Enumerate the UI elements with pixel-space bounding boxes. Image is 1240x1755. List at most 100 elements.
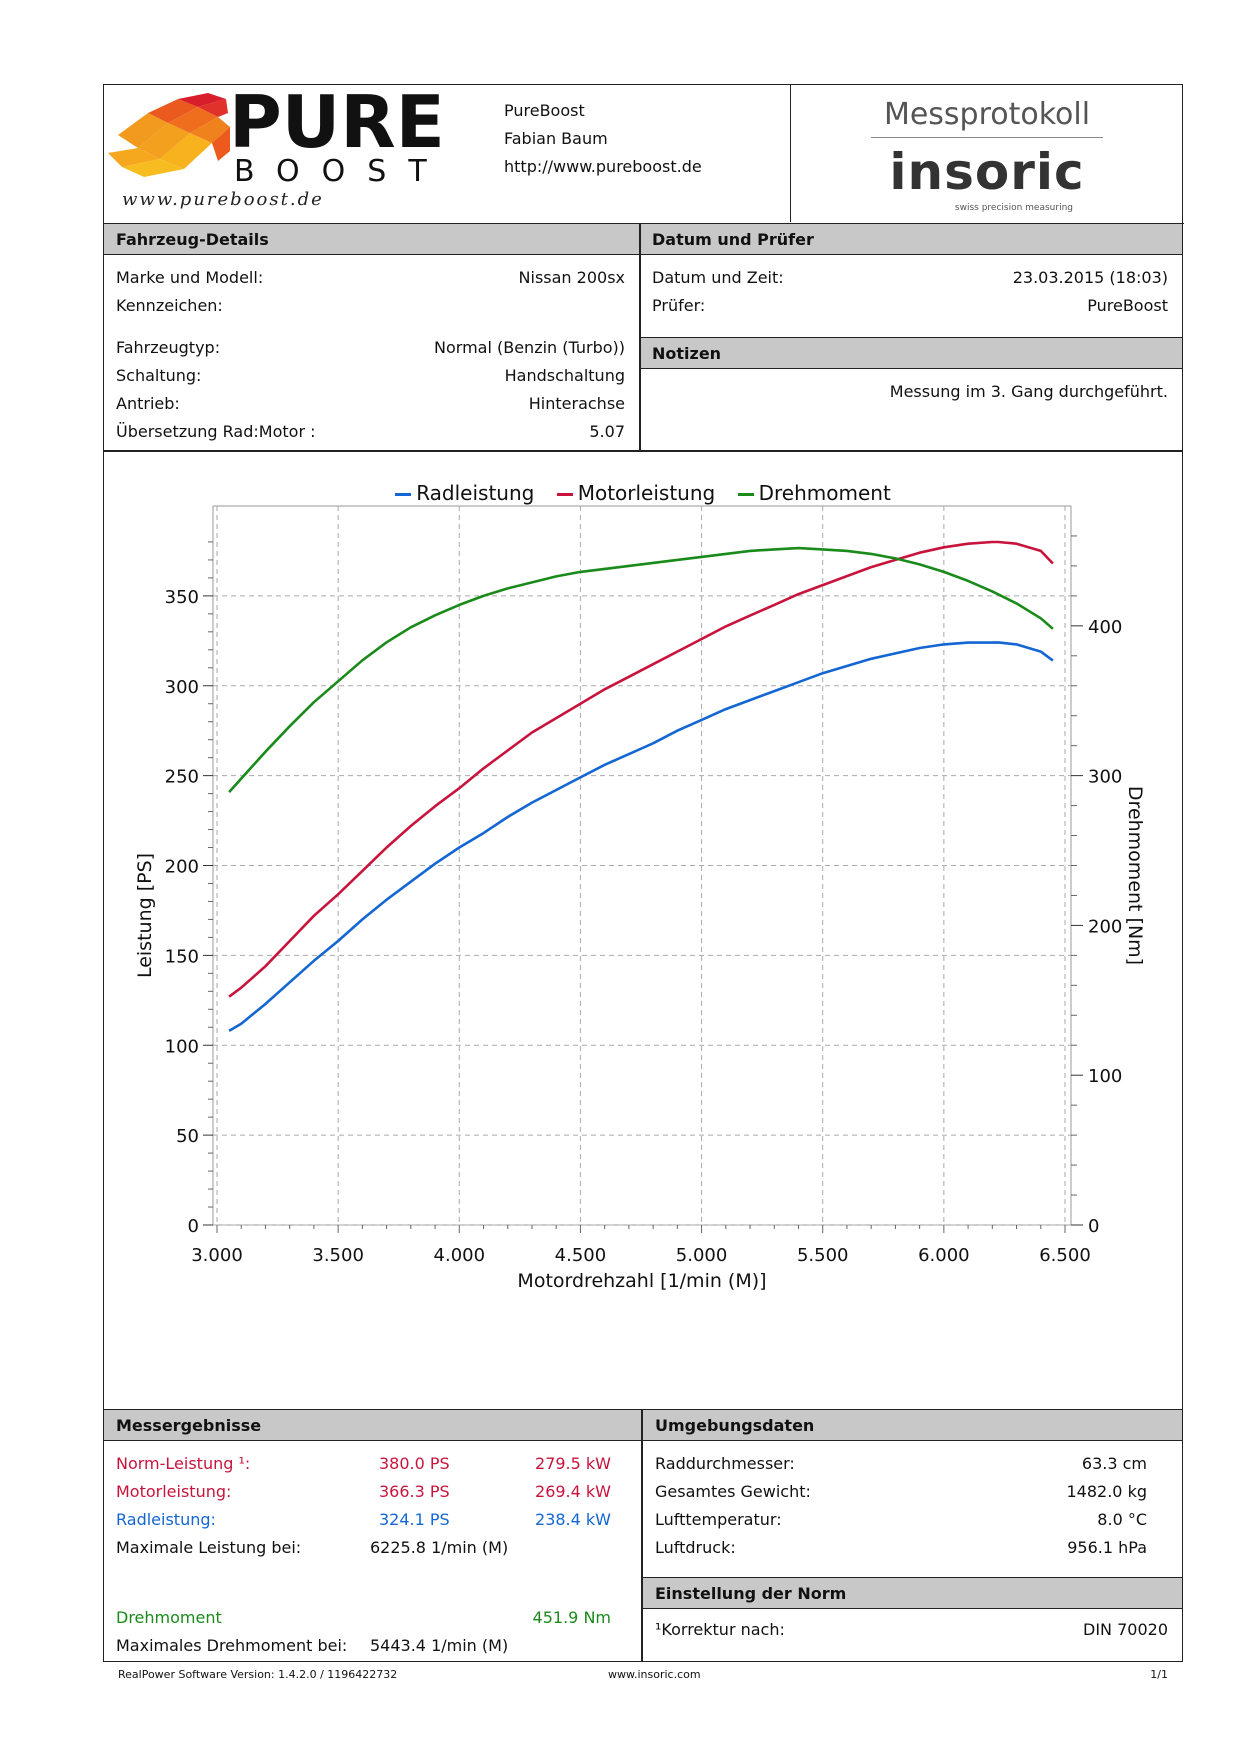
footer-site[interactable]: www.insoric.com [608,1668,701,1681]
series-line-torque [228,546,1054,793]
legend-item-torque: Drehmoment [737,481,891,505]
divider-vertical-top [639,224,641,451]
vehicle-row-model: Marke und Modell: Nissan 200sx [104,264,639,292]
x-tick-label: 4.500 [555,1245,607,1266]
result-kw: 269.4 kW [535,1482,611,1501]
env-label: Lufttemperatur: [655,1510,782,1529]
logo-brand-bottom: BOOST [234,154,449,189]
x-tick-label: 4.000 [434,1245,486,1266]
series-line-motor [228,540,1054,998]
environment-title: Umgebungsdaten [643,1410,1182,1441]
y2-tick-label: 300 [1088,767,1122,788]
divider-chart-top [104,450,1182,452]
protocol-title: Messprotokoll [883,97,1091,132]
legend-swatch-motor [556,493,573,496]
vehicle-value: Normal (Benzin (Turbo)) [434,338,625,357]
divider-vertical-bottom [641,1410,643,1662]
tester-label: Prüfer: [652,296,706,315]
vehicle-row-gearbox: Schaltung: Handschaltung [104,362,639,390]
vehicle-label: Schaltung: [116,366,202,385]
insoric-logo: insoric [791,143,1183,201]
legend-swatch-torque [737,493,754,496]
result-value: 5443.4 1/min (M) [370,1636,509,1655]
vehicle-label: Marke und Modell: [116,268,264,287]
company-url[interactable]: http://www.pureboost.de [504,157,702,176]
x-tick-label: 3.500 [312,1245,364,1266]
insoric-tagline: swiss precision measuring [954,203,1073,213]
result-kw: 279.5 kW [535,1454,611,1473]
vehicle-label: Fahrzeugtyp: [116,338,221,357]
norm-setting-label: ¹Korrektur nach: [655,1620,785,1639]
result-row-norm: Norm-Leistung ¹: 380.0 PS 279.5 kW [104,1450,641,1478]
y-tick-label: 250 [165,767,199,788]
y-tick-label: 200 [165,857,199,878]
env-value: 956.1 hPa [1067,1538,1147,1557]
y-tick-label: 50 [176,1126,199,1147]
logo-brand-top: PURE [229,85,445,164]
vehicle-details: Fahrzeug-Details Marke und Modell: Nissa… [104,224,639,451]
vehicle-row-type: Fahrzeugtyp: Normal (Benzin (Turbo)) [104,334,639,362]
result-row-torque: Drehmoment 451.9 Nm [104,1604,641,1632]
x-axis-label: Motordrehzahl [1/min (M)] [517,1270,766,1292]
date-tester-title: Datum und Prüfer [640,224,1182,255]
vehicle-value: Nissan 200sx [518,268,625,287]
result-row-wheel: Radleistung: 324.1 PS 238.4 kW [104,1506,641,1534]
vehicle-row-ratio: Übersetzung Rad:Motor : 5.07 [104,418,639,446]
report-header: PURE BOOST www.pureboost.de PureBoost Fa… [104,80,1184,224]
notes-text: Messung im 3. Gang durchgeführt. [889,382,1168,401]
vehicle-value: Hinterachse [528,394,625,413]
legend-item-wheel: Radleistung [395,481,534,505]
result-label: Maximales Drehmoment bei: [116,1636,348,1655]
vehicle-label: Kennzeichen: [116,296,223,315]
norm-setting-value: DIN 70020 [1083,1620,1168,1639]
vehicle-value: 5.07 [589,422,625,441]
protocol-divider [871,137,1103,138]
company-name: PureBoost [504,101,585,120]
date-value: 23.03.2015 (18:03) [1012,268,1168,287]
vehicle-row-drive: Antrieb: Hinterachse [104,390,639,418]
result-row-max-torque: Maximales Drehmoment bei: 5443.4 1/min (… [104,1632,641,1660]
y-tick-label: 150 [165,946,199,967]
result-row-motor: Motorleistung: 366.3 PS 269.4 kW [104,1478,641,1506]
contact-person: Fabian Baum [504,129,608,148]
env-label: Luftdruck: [655,1538,736,1557]
env-label: Raddurchmesser: [655,1454,795,1473]
environment-section: Umgebungsdaten Raddurchmesser: 63.3 cm G… [643,1410,1182,1575]
result-ps: 324.1 PS [379,1510,450,1529]
date-row: Datum und Zeit: 23.03.2015 (18:03) [640,264,1182,292]
result-kw: 238.4 kW [535,1510,611,1529]
vehicle-row-plate: Kennzeichen: [104,292,639,320]
result-label: Drehmoment [116,1608,222,1627]
y2-tick-label: 200 [1088,916,1122,937]
y2-tick-label: 100 [1088,1066,1122,1087]
results-section: Messergebnisse Norm-Leistung ¹: 380.0 PS… [104,1410,641,1662]
report-page: PURE BOOST www.pureboost.de PureBoost Fa… [103,80,1184,1662]
legend-swatch-wheel [395,493,412,496]
x-tick-label: 5.500 [797,1245,849,1266]
protocol-header: Messprotokoll insoric swiss precision me… [790,85,1182,222]
norm-setting-row: ¹Korrektur nach: DIN 70020 [643,1616,1182,1644]
notes-title: Notizen [640,338,1182,369]
result-label: Maximale Leistung bei: [116,1538,302,1557]
power-chart: 3.000 3.500 4.000 4.500 5.000 5.500 6.000 6.500… [134,505,1146,1292]
result-row-max-power: Maximale Leistung bei: 6225.8 1/min (M) [104,1534,641,1562]
env-value: 8.0 °C [1097,1510,1147,1529]
chart-legend: Radleistung Motorleistung Drehmoment [104,481,1182,505]
tester-row: Prüfer: PureBoost [640,292,1182,320]
footer-software: RealPower Software Version: 1.4.2.0 / 11… [118,1668,398,1681]
env-row: Gesamtes Gewicht: 1482.0 kg [643,1478,1182,1506]
result-ps: 380.0 PS [379,1454,450,1473]
env-row: Raddurchmesser: 63.3 cm [643,1450,1182,1478]
env-value: 1482.0 kg [1066,1482,1148,1501]
notes-section: Notizen Messung im 3. Gang durchgeführt. [640,337,1182,451]
series-line-wheel [228,641,1054,1033]
env-row: Lufttemperatur: 8.0 °C [643,1506,1182,1534]
insoric-logo-text: insoric [889,143,1085,201]
contact-block: PureBoost Fabian Baum http://www.pureboo… [504,97,702,181]
page-footer: RealPower Software Version: 1.4.2.0 / 11… [118,1668,1168,1688]
legend-label-wheel: Radleistung [416,481,535,505]
vehicle-label: Antrieb: [116,394,180,413]
x-tick-label: 3.000 [191,1245,243,1266]
pureboost-logo: PURE BOOST www.pureboost.de [104,80,514,222]
env-value: 63.3 cm [1081,1454,1147,1473]
